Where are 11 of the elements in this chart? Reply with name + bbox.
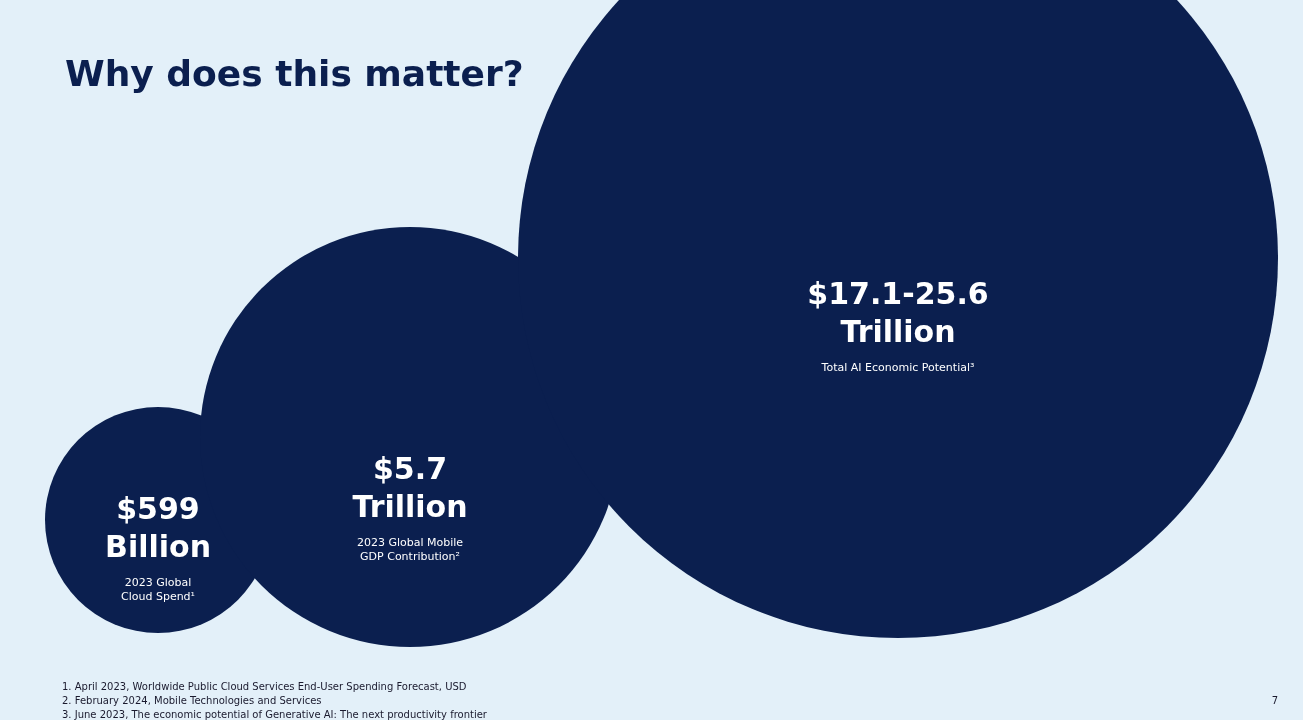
text: 2. February 2024, Mobile Technologies and Services [62,695,322,706]
data-label: $599 Billion [105,491,211,564]
category-label: 2023 Global Mobile GDP Contribution² [356,536,464,563]
category-label: Total AI Economic Potential³ [820,361,975,374]
data-label: $17.1-25.6 Trillion [807,276,989,349]
data-label: $5.7 Trillion [352,451,468,524]
category-label: 2023 Global Cloud Spend¹ [120,576,196,603]
text: Why does this matter? [65,53,524,94]
text: 1. April 2023, Worldwide Public Cloud Services End-User Spending Forecast, USD [62,681,467,692]
text: 3. June 2023, The economic potential of Generative AI: The next productivity frontier [62,709,488,720]
text: 7 [1271,695,1278,706]
